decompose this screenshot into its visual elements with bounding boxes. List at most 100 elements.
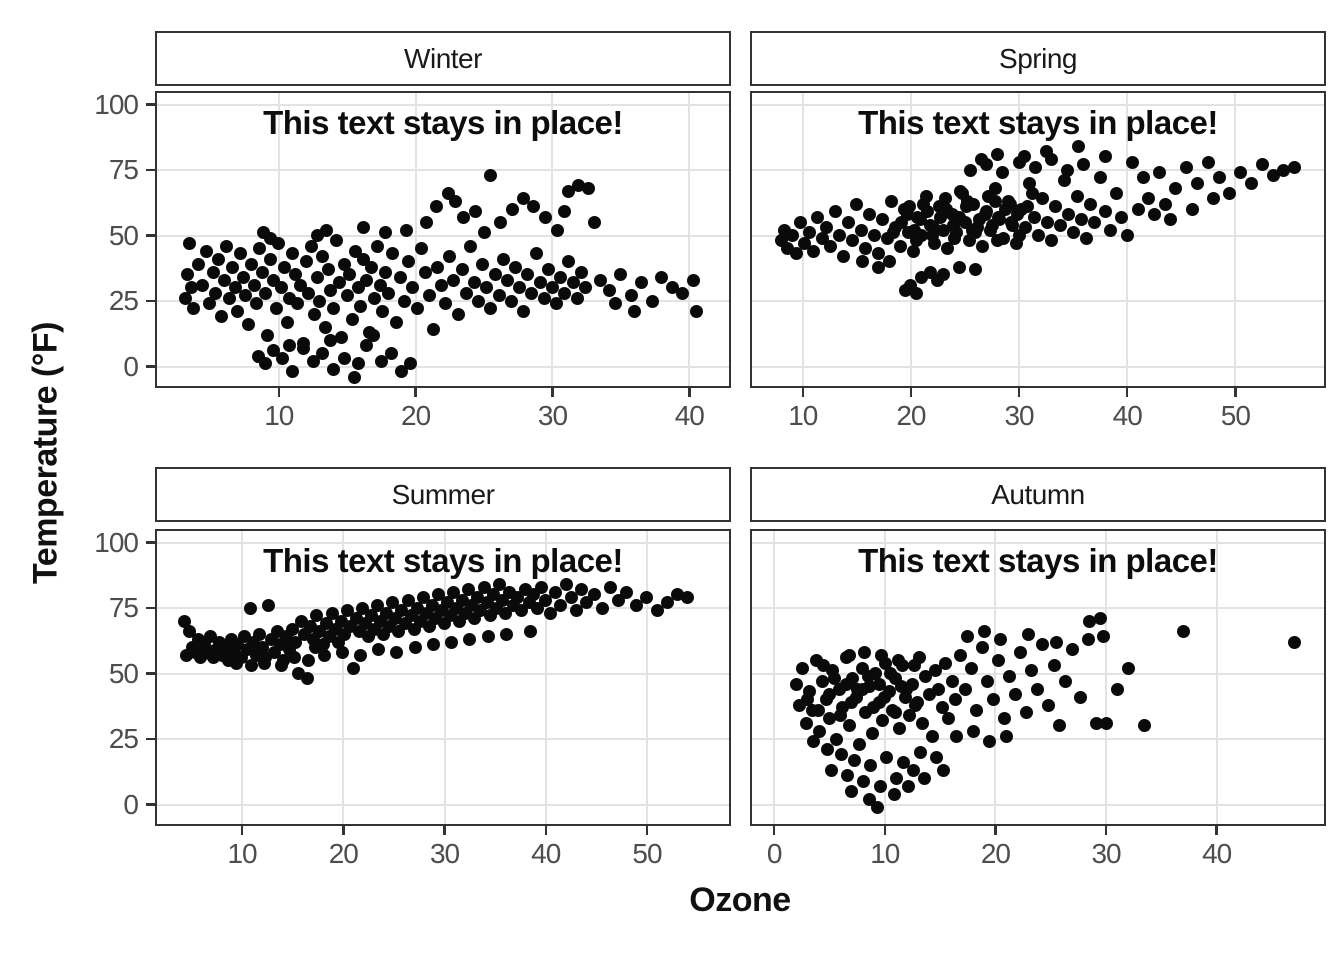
data-point xyxy=(986,693,1000,707)
data-point xyxy=(785,229,799,243)
data-point xyxy=(521,268,535,282)
data-point xyxy=(907,223,921,237)
data-point xyxy=(859,242,873,256)
x-tick-label: 20 xyxy=(328,838,359,869)
data-point xyxy=(630,598,644,612)
data-point xyxy=(539,210,553,224)
data-point xyxy=(1082,614,1096,628)
y-tick-label: 100 xyxy=(94,88,139,120)
data-point xyxy=(1110,682,1124,696)
data-point xyxy=(558,205,572,219)
data-point xyxy=(999,729,1013,743)
y-tick-label: 25 xyxy=(108,723,139,755)
data-point xyxy=(359,273,373,287)
data-point xyxy=(909,234,923,248)
x-tick-label: 10 xyxy=(788,400,818,431)
data-point xyxy=(988,194,1002,208)
data-point xyxy=(316,347,330,360)
major-gridline-y xyxy=(752,103,1324,106)
data-point xyxy=(1266,168,1280,182)
data-point xyxy=(850,197,864,211)
data-point xyxy=(1047,659,1061,673)
facet-strip-label: Spring xyxy=(999,42,1077,74)
data-point xyxy=(231,305,245,319)
data-point xyxy=(566,276,580,290)
data-point xyxy=(496,252,510,266)
data-point xyxy=(398,294,412,308)
data-point xyxy=(261,598,275,612)
facet-strip-label: Summer xyxy=(391,478,495,510)
data-point xyxy=(283,339,297,353)
data-point xyxy=(940,202,954,216)
major-gridline-x xyxy=(773,531,776,824)
major-gridline-x xyxy=(443,531,446,824)
major-gridline-x xyxy=(645,531,648,824)
data-point xyxy=(588,215,602,229)
data-point xyxy=(225,260,239,274)
x-tick-label: 10 xyxy=(264,400,294,431)
data-point xyxy=(275,281,289,295)
data-point xyxy=(911,695,925,709)
x-tick-label: 50 xyxy=(1220,400,1251,431)
data-point xyxy=(484,302,498,316)
data-point xyxy=(429,200,443,214)
data-point xyxy=(854,223,868,237)
data-point xyxy=(941,242,955,256)
data-point xyxy=(390,646,404,660)
data-point xyxy=(841,215,855,229)
data-point xyxy=(789,247,803,261)
data-point xyxy=(1049,635,1063,649)
x-tick-label: 40 xyxy=(1112,400,1143,431)
data-point xyxy=(650,604,664,618)
data-point xyxy=(1030,682,1044,696)
data-point xyxy=(990,147,1004,161)
data-point xyxy=(233,247,247,261)
data-point xyxy=(1053,719,1067,733)
data-point xyxy=(549,585,563,599)
data-point xyxy=(1109,187,1123,201)
x-tick-label: 10 xyxy=(870,838,900,869)
data-point xyxy=(1097,630,1111,644)
y-axis-tick xyxy=(146,168,155,172)
data-point xyxy=(863,758,877,772)
data-point xyxy=(595,601,609,615)
data-point xyxy=(291,297,305,311)
data-point xyxy=(936,764,950,778)
data-point xyxy=(258,286,272,300)
data-point xyxy=(359,339,373,353)
data-point xyxy=(217,273,231,287)
data-point xyxy=(1039,145,1053,159)
data-point xyxy=(451,307,465,321)
data-point xyxy=(545,281,559,295)
data-point xyxy=(435,278,449,292)
data-point xyxy=(199,244,213,258)
data-point xyxy=(1075,213,1089,227)
data-point xyxy=(509,260,523,274)
data-point xyxy=(1245,176,1259,190)
major-gridline-y xyxy=(157,365,729,368)
data-point xyxy=(277,260,291,274)
data-point xyxy=(247,278,261,292)
data-point xyxy=(897,756,911,770)
data-point xyxy=(506,202,520,216)
data-point xyxy=(317,648,331,662)
data-point xyxy=(370,239,384,253)
data-point xyxy=(447,273,461,287)
data-point xyxy=(394,271,408,284)
data-point xyxy=(890,771,904,785)
data-point xyxy=(472,294,486,308)
y-axis-tick xyxy=(146,299,155,303)
data-point xyxy=(1045,234,1059,248)
data-point xyxy=(1003,197,1017,211)
data-point xyxy=(966,724,980,738)
facet-strip-label: Autumn xyxy=(991,478,1085,510)
data-point xyxy=(281,638,295,652)
data-point xyxy=(469,205,483,219)
facet-panel-autumn: This text stays in place! xyxy=(750,529,1326,826)
data-point xyxy=(802,226,816,240)
data-point xyxy=(1066,226,1080,240)
data-point xyxy=(979,208,993,222)
data-point xyxy=(340,289,354,303)
data-point xyxy=(969,263,983,277)
major-gridline-x xyxy=(1234,93,1237,386)
